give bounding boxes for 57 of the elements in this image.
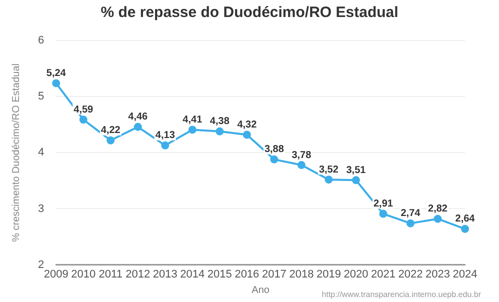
data-label: 5,24 [46, 68, 66, 79]
chart-title: % de repasse do Duodécimo/RO Estadual [100, 4, 400, 21]
point [106, 136, 115, 144]
point [324, 176, 333, 184]
point [134, 122, 142, 131]
x-tick-label: 2024 [452, 268, 478, 280]
x-tick-label: 2020 [344, 268, 368, 280]
x-tick-label: 2016 [234, 268, 260, 280]
data-label: 4,38 [210, 116, 230, 128]
point [297, 161, 306, 170]
point [461, 224, 469, 233]
x-tick-label: 2013 [152, 268, 178, 280]
point [216, 127, 224, 136]
data-label: 3,88 [264, 144, 284, 156]
data-label: 4,22 [100, 125, 121, 136]
data-label: 4,32 [237, 120, 258, 131]
data-label: 4,59 [74, 104, 94, 116]
y-axis-title: % crescimento Duodécimo/RO Estadual [10, 63, 22, 242]
data-label: 4,41 [182, 114, 203, 126]
data-label: 4,46 [128, 112, 148, 123]
data-label: 2,82 [428, 204, 448, 215]
point [188, 126, 196, 134]
x-tick-label: 2017 [262, 268, 286, 280]
x-tick-label: 2023 [426, 268, 450, 280]
point [352, 176, 360, 184]
x-tick-label: 2011 [98, 268, 122, 280]
y-tick-label: 5 [38, 90, 44, 103]
x-tick-label: 2014 [180, 268, 205, 280]
point [79, 116, 88, 124]
point [242, 130, 251, 139]
x-tick-label: 2021 [370, 268, 396, 280]
x-tick-label: 2010 [71, 268, 96, 280]
data-label: 2,91 [373, 198, 394, 210]
data-label: 2,74 [400, 208, 421, 220]
x-tick-label: 2018 [289, 268, 314, 280]
point [434, 214, 442, 223]
y-tick-label: 6 [38, 34, 44, 47]
data-label: 3,51 [346, 164, 366, 176]
point [52, 79, 60, 88]
point [406, 219, 414, 228]
point [161, 141, 170, 150]
text: http://www.transparencia.interno.uepb.edu.br [322, 290, 481, 299]
point [270, 155, 278, 164]
x-tick-label: 2019 [316, 268, 341, 280]
y-tick-label: 4 [38, 146, 44, 159]
x-tick-label: 2009 [44, 268, 68, 280]
y-tick-label: 2 [38, 258, 44, 271]
data-label: 3,78 [292, 150, 312, 161]
data-label: 3,52 [318, 164, 339, 176]
point [379, 210, 388, 218]
x-tick-label: 2015 [207, 268, 232, 280]
x-axis-title: Ano [252, 284, 270, 296]
x-tick-label: 2022 [398, 268, 423, 280]
y-tick-label: 3 [38, 202, 44, 215]
data-label: 4,13 [155, 130, 176, 142]
data-label: 2,64 [455, 214, 476, 225]
x-tick-label: 2012 [126, 268, 150, 280]
